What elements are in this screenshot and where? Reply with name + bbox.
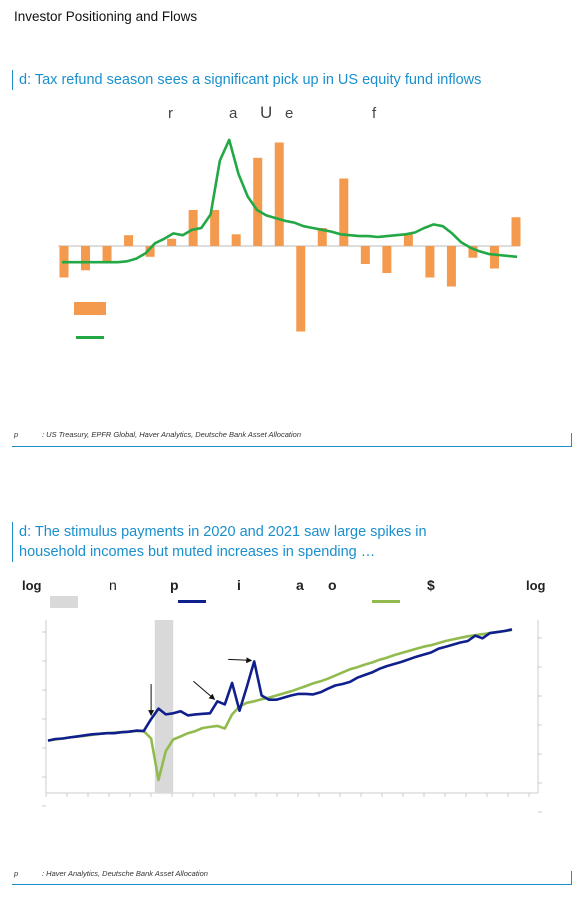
page-title: Investor Positioning and Flows xyxy=(14,9,198,24)
source-text: : Haver Analytics, Deutsche Bank Asset A… xyxy=(42,869,208,878)
bar xyxy=(102,246,112,263)
flow-line xyxy=(62,138,518,264)
legend-frag: i xyxy=(237,577,241,593)
bar xyxy=(317,228,327,246)
bar xyxy=(403,234,413,246)
legend-bar-swatch xyxy=(74,302,106,315)
bar xyxy=(274,142,284,246)
chart-a-rule-tick xyxy=(571,433,572,447)
axis-left-label: log xyxy=(22,578,42,593)
chart-b-title-line1: d: The stimulus payments in 2020 and 202… xyxy=(19,524,427,540)
chart-a-source: p : US Treasury, EPFR Global, Haver Analy… xyxy=(14,430,301,439)
recession-shade xyxy=(154,620,174,793)
legend-frag: a xyxy=(296,577,304,593)
chart-a-title-text: d: Tax refund season sees a significant … xyxy=(19,72,482,88)
legend-line-swatch xyxy=(76,336,104,339)
chart-a-subtitle-frag: U xyxy=(260,103,273,122)
spending-line xyxy=(47,628,513,782)
bar xyxy=(124,235,134,246)
legend-frag: o xyxy=(328,577,337,593)
chart-b-rule xyxy=(12,884,572,885)
bar xyxy=(489,246,499,269)
bar xyxy=(360,246,370,264)
axis-right-label: log xyxy=(526,578,546,593)
source-label: p xyxy=(14,869,19,878)
bar xyxy=(81,246,91,271)
bar xyxy=(382,246,392,273)
source-label: p xyxy=(14,430,19,439)
chart-a-subtitle-frag: e xyxy=(285,105,294,122)
chart-a-subtitle-frag: r xyxy=(168,105,173,122)
legend-frag: $ xyxy=(427,577,435,593)
bar xyxy=(210,210,220,246)
chart-b-title: d: The stimulus payments in 2020 and 202… xyxy=(12,522,579,562)
legend-frag: n xyxy=(109,577,117,593)
source-text: : US Treasury, EPFR Global, Haver Analyt… xyxy=(42,430,301,439)
annotation-arrow xyxy=(193,680,216,700)
chart-a-subtitle-frag: a xyxy=(229,105,238,122)
bar xyxy=(468,246,478,258)
legend-income-swatch xyxy=(178,600,206,603)
chart-a-title: d: Tax refund season sees a significant … xyxy=(12,70,579,90)
bar xyxy=(167,238,177,246)
bar xyxy=(253,157,263,246)
bar xyxy=(339,178,349,246)
legend-frag: p xyxy=(170,577,179,593)
bar xyxy=(296,246,306,332)
chart-b-title-line2: household incomes but muted increases in… xyxy=(19,544,376,560)
legend-recession-swatch xyxy=(50,596,78,608)
annotation-arrow xyxy=(228,657,253,664)
chart-b-source: p : Haver Analytics, Deutsche Bank Asset … xyxy=(14,869,208,878)
legend-spending-swatch xyxy=(372,600,400,603)
bar xyxy=(188,210,198,246)
bar xyxy=(231,234,241,246)
bar xyxy=(145,246,155,257)
chart-a-rule xyxy=(12,446,572,447)
bar xyxy=(511,217,521,246)
income-line xyxy=(47,628,513,742)
chart-a-subtitle-frag: f xyxy=(372,105,377,122)
chart-b-rule-tick xyxy=(571,871,572,885)
chart-a-svg xyxy=(58,138,521,332)
bar xyxy=(446,246,456,287)
bar xyxy=(425,246,435,278)
